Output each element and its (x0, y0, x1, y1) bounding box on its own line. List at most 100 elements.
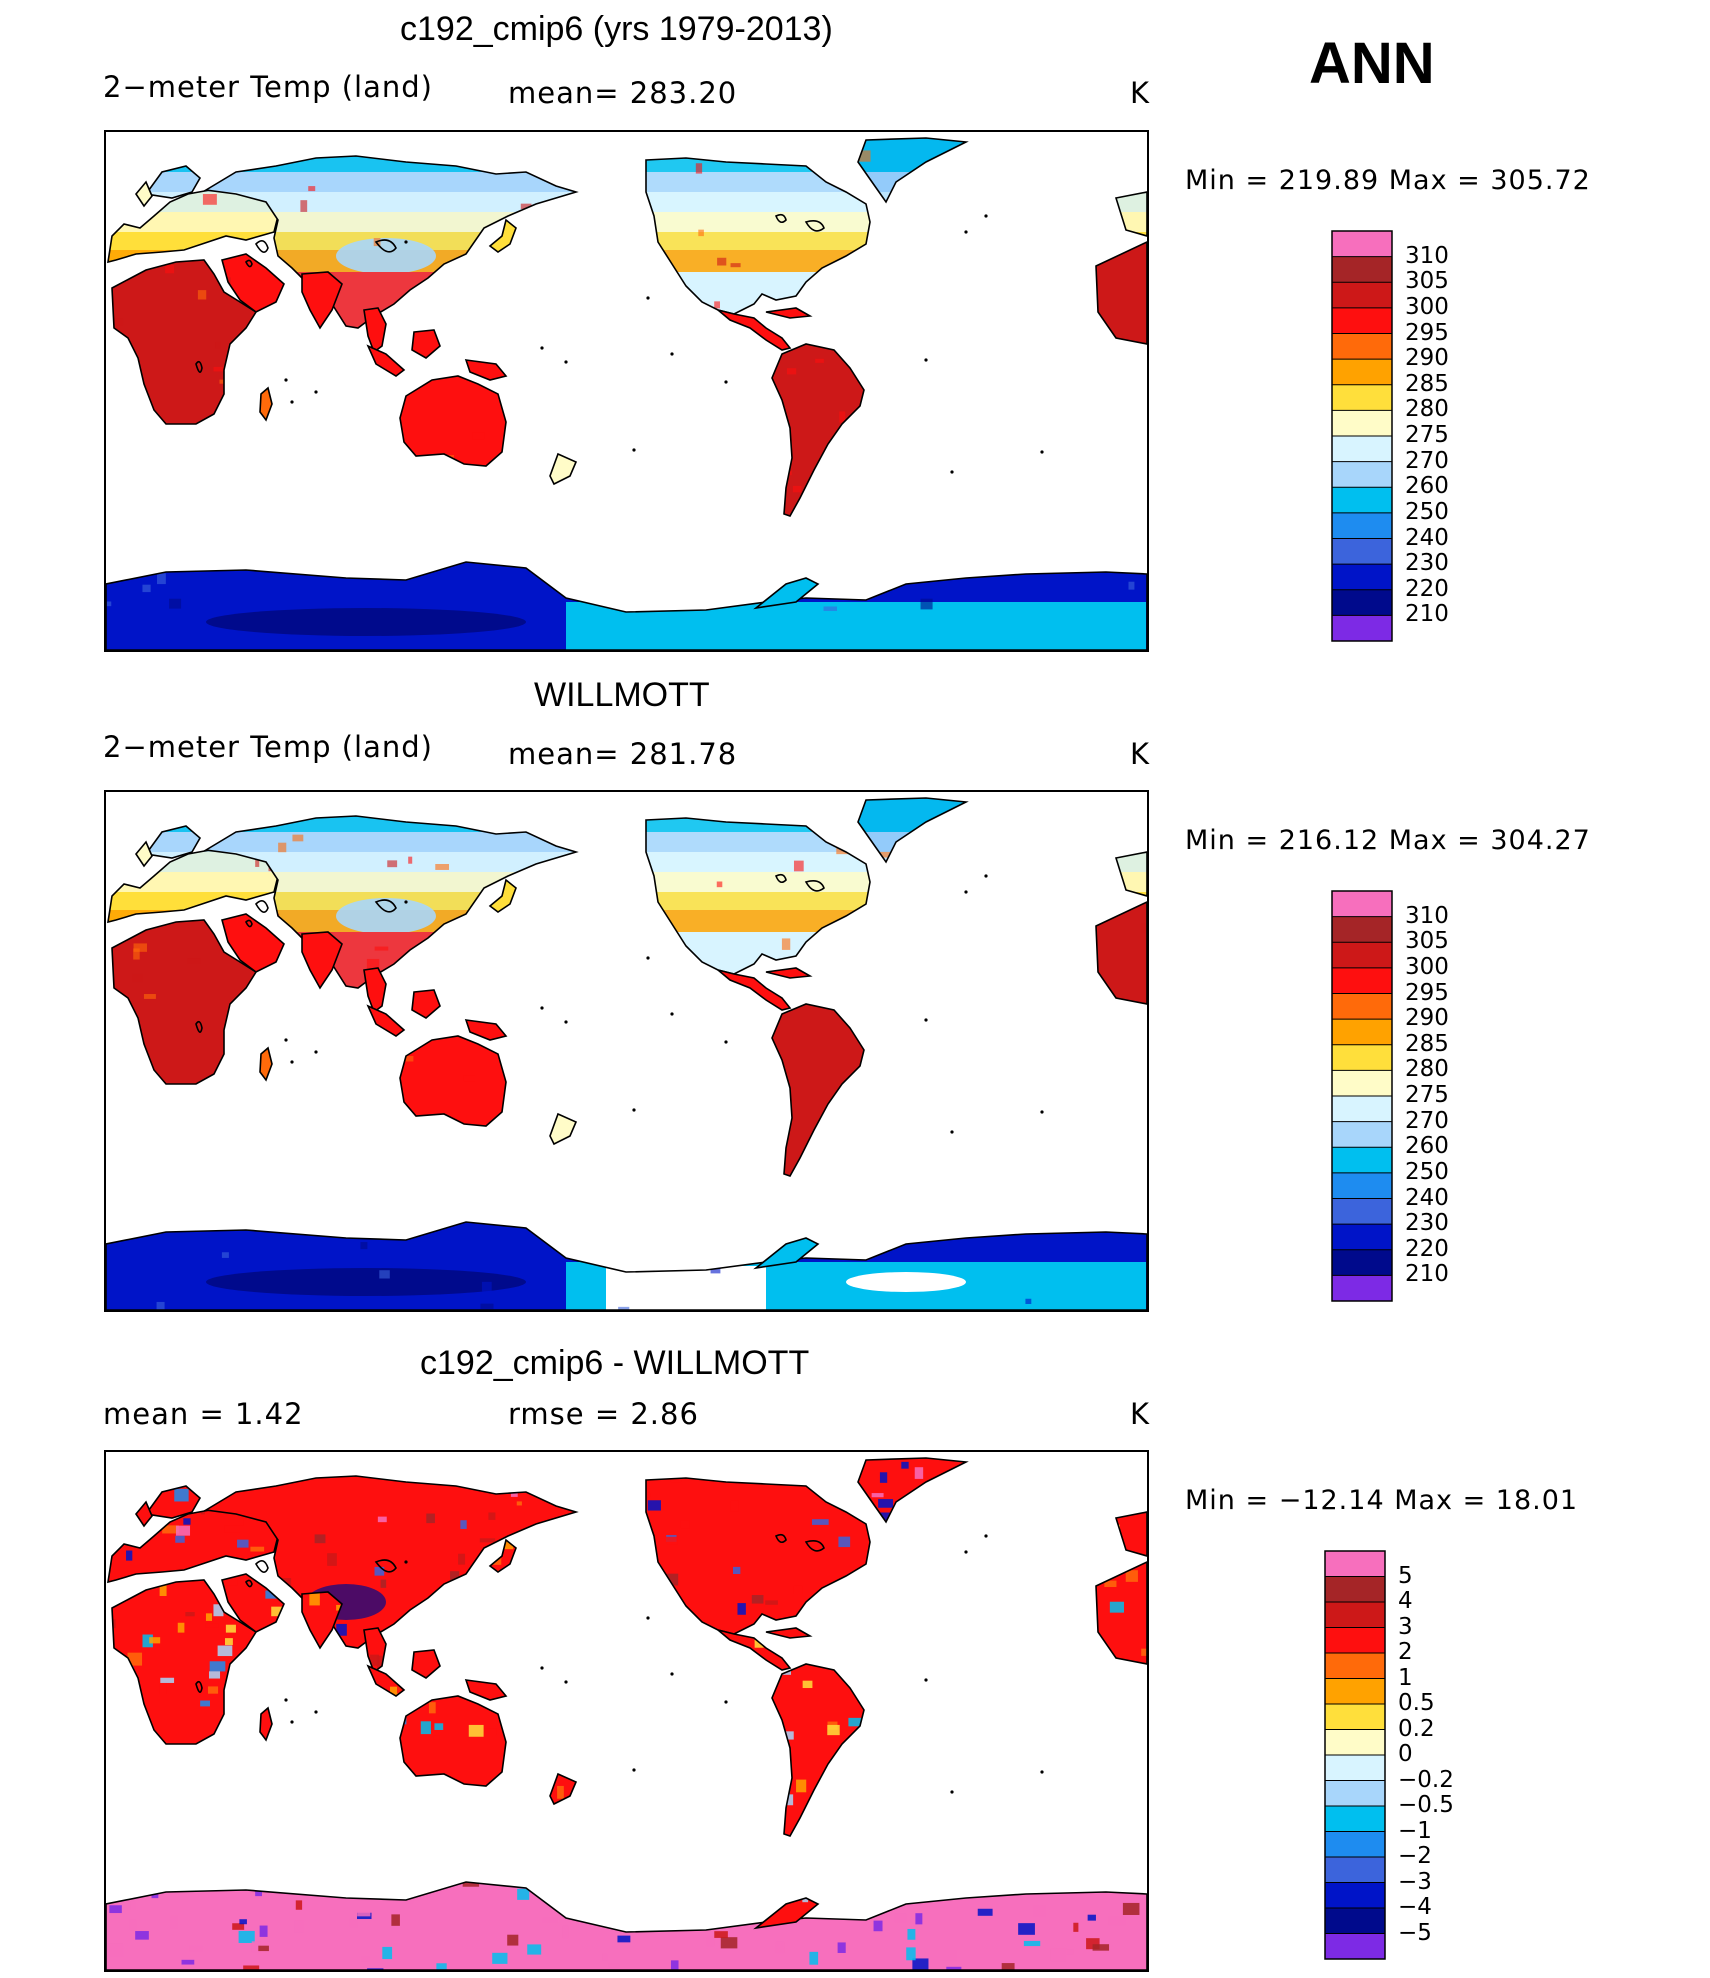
colorbar-label: 1 (1398, 1664, 1413, 1691)
colorbar-box (1332, 1224, 1392, 1250)
colorbar-box (1325, 1806, 1385, 1832)
panel-1-variable-label: 2−meter Temp (land) (103, 70, 433, 104)
colorbar-box (1325, 1933, 1385, 1959)
colorbar-label: 2 (1398, 1639, 1413, 1665)
colorbar-label: 260 (1405, 473, 1449, 500)
colorbar-label: −1 (1398, 1817, 1432, 1844)
region-australia (400, 376, 506, 466)
panel-2-map-svg (106, 797, 1147, 1310)
colorbar-box (1332, 564, 1392, 590)
colorbar-box (1332, 967, 1392, 994)
colorbar-label: 240 (1405, 1184, 1449, 1211)
colorbar-label: 280 (1405, 1056, 1449, 1083)
panel-1-map-svg (106, 137, 1147, 650)
colorbar-box (1325, 1576, 1385, 1602)
colorbar-box (1332, 1275, 1392, 1301)
panel-3-title: c192_cmip6 - WILLMOTT (420, 1344, 810, 1382)
colorbar-box (1325, 1908, 1385, 1934)
panel-3-rmse-label: rmse = 2.86 (508, 1397, 699, 1431)
colorbar-label: 305 (1405, 268, 1449, 295)
colorbar-box (1332, 384, 1392, 411)
colorbar-label: −5 (1398, 1919, 1432, 1946)
colorbar-box (1325, 1882, 1385, 1908)
colorbar-box (1325, 1857, 1385, 1883)
colorbar-label: 275 (1405, 1082, 1449, 1108)
colorbar-label: 230 (1405, 550, 1449, 577)
colorbar-box (1325, 1780, 1385, 1806)
colorbar-box (1325, 1653, 1385, 1679)
colorbar-label: −0.2 (1398, 1766, 1454, 1793)
panel-1-mean-label: mean= 283.20 (508, 76, 738, 110)
colorbar-label: 295 (1405, 319, 1449, 346)
colorbar-box (1325, 1551, 1385, 1577)
panel-2-variable-label: 2−meter Temp (land) (103, 730, 433, 764)
panel-2-minmax: Min = 216.12 Max = 304.27 (1185, 825, 1591, 856)
colorbar-label: −4 (1398, 1894, 1432, 1920)
colorbar-label: 300 (1405, 953, 1449, 980)
colorbar-label: 280 (1405, 396, 1449, 423)
colorbar-box (1332, 942, 1392, 968)
colorbar-label: 250 (1405, 498, 1449, 525)
colorbar-box (1332, 333, 1392, 360)
colorbar-box (1325, 1602, 1385, 1628)
colorbar-box (1332, 307, 1392, 334)
panel-2-title: WILLMOTT (534, 676, 710, 714)
colorbar-box (1332, 1044, 1392, 1071)
colorbar-label: 0.2 (1398, 1715, 1435, 1742)
colorbar-label: 250 (1405, 1158, 1449, 1185)
colorbar-label: 285 (1405, 370, 1449, 397)
region-australia (400, 1696, 506, 1786)
colorbar-label: 0 (1398, 1741, 1413, 1767)
colorbar-box (1332, 1147, 1392, 1173)
colorbar-label: 260 (1405, 1133, 1449, 1160)
colorbar-label: 285 (1405, 1030, 1449, 1057)
panel-3-map (104, 1450, 1149, 1972)
panel-1-colorbar: 310 305 300 295 290 285 280 275 270 260 250 240 230 2… (1331, 230, 1471, 642)
colorbar-label: 305 (1405, 928, 1449, 955)
panel-2-mean-label: mean= 281.78 (508, 737, 738, 771)
colorbar-box (1332, 1019, 1392, 1045)
colorbar-label: 210 (1405, 601, 1449, 628)
colorbar-label: 0.5 (1398, 1690, 1435, 1716)
colorbar-label: 270 (1405, 1107, 1449, 1134)
colorbar-box (1332, 487, 1392, 513)
colorbar-label: 290 (1405, 1005, 1449, 1032)
panel-3-colorbar: 5 4 3 2 1 0.5 0.2 0 −0.2 −0.5 −1 −2 −3 −4 −5 (1324, 1550, 1474, 1960)
colorbar-label: 220 (1405, 575, 1449, 602)
colorbar-label: 4 (1398, 1588, 1413, 1614)
panel-2-colorbar-svg (1331, 890, 1393, 1302)
colorbar-box (1332, 538, 1392, 565)
panel-2-colorbar: 310 305 300 295 290 285 280 275 270 260 250 240 230 2… (1331, 890, 1471, 1302)
colorbar-box (1332, 436, 1392, 462)
colorbar-label: 240 (1405, 524, 1449, 551)
panel-2-units-label: K (1130, 737, 1151, 771)
colorbar-label: 210 (1405, 1261, 1449, 1288)
panel-2-map (104, 790, 1149, 1312)
colorbar-box (1325, 1729, 1385, 1755)
region-cuba (766, 968, 810, 978)
panel-1-colorbar-svg (1331, 230, 1393, 642)
colorbar-box (1332, 916, 1392, 943)
colorbar-box (1325, 1755, 1385, 1781)
colorbar-label: 310 (1405, 242, 1449, 269)
season-label: ANN (1309, 31, 1435, 96)
colorbar-label: −3 (1398, 1868, 1432, 1895)
panel-1-title: c192_cmip6 (yrs 1979-2013) (400, 10, 833, 48)
colorbar-box (1332, 256, 1392, 283)
panel-3-mean-label: mean = 1.42 (103, 1397, 304, 1431)
colorbar-box (1332, 410, 1392, 436)
colorbar-box (1332, 615, 1392, 641)
colorbar-box (1332, 891, 1392, 917)
colorbar-box (1332, 282, 1392, 308)
region-australia (400, 1036, 506, 1126)
colorbar-box (1332, 1070, 1392, 1096)
colorbar-label: 220 (1405, 1235, 1449, 1262)
region-cuba (766, 308, 810, 318)
colorbar-box (1325, 1678, 1385, 1704)
colorbar-label: 270 (1405, 447, 1449, 474)
colorbar-box (1332, 512, 1392, 539)
colorbar-label: −0.5 (1398, 1792, 1454, 1818)
colorbar-box (1332, 231, 1392, 257)
colorbar-label: 3 (1398, 1613, 1413, 1640)
colorbar-box (1332, 461, 1392, 488)
